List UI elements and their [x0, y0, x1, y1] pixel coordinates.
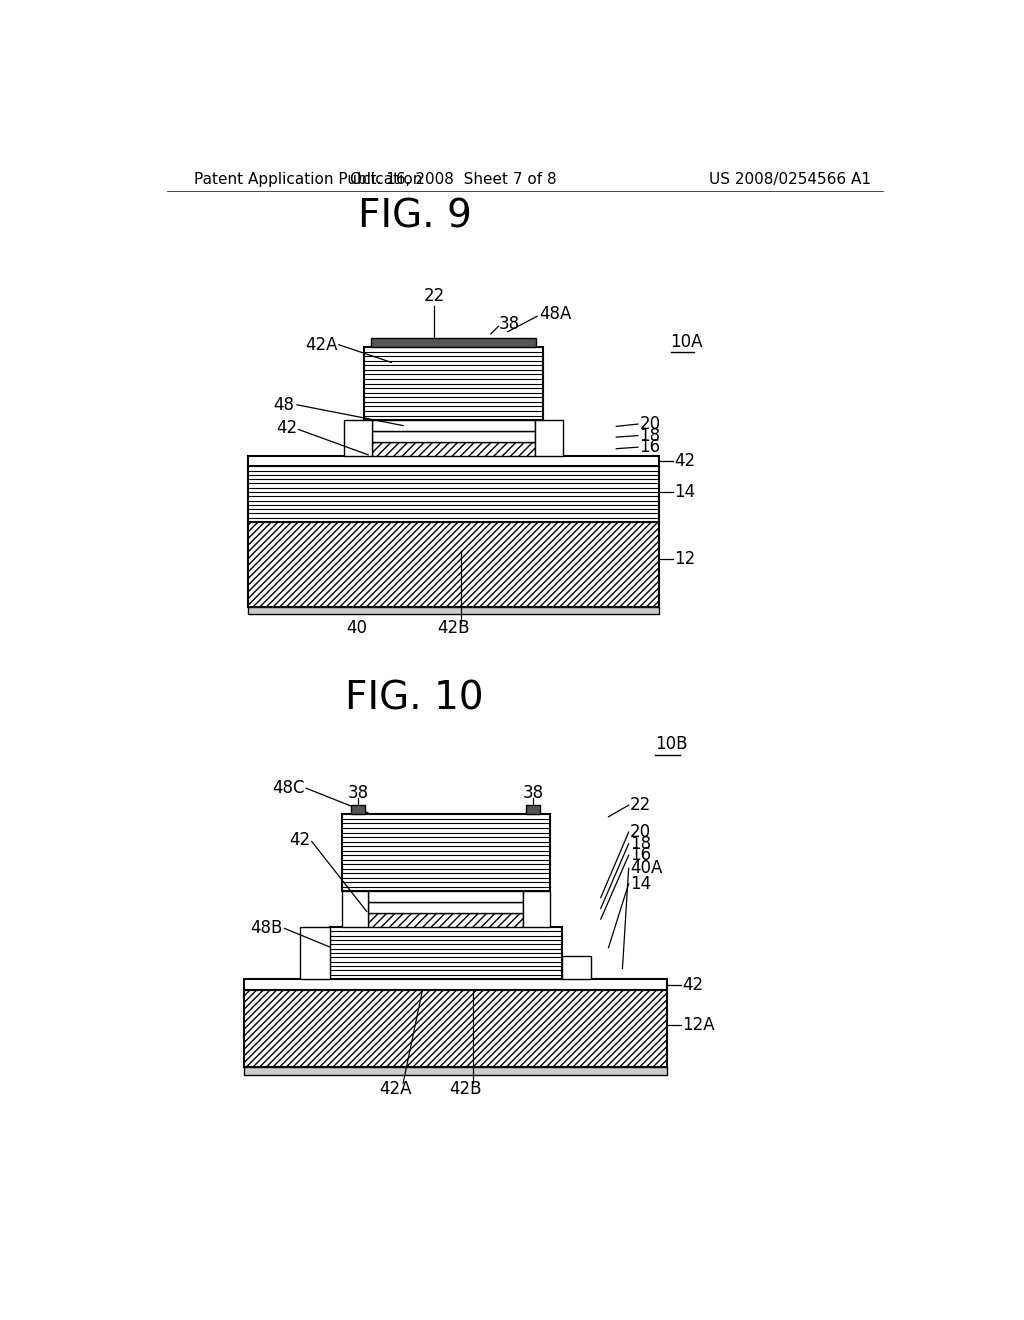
Text: 42A: 42A — [305, 335, 337, 354]
Text: 38: 38 — [523, 784, 544, 801]
Text: Patent Application Publication: Patent Application Publication — [194, 172, 422, 186]
Bar — [245, 979, 667, 990]
Bar — [342, 814, 550, 891]
Bar — [372, 430, 535, 442]
Bar — [372, 442, 535, 455]
Text: FIG. 9: FIG. 9 — [357, 197, 472, 235]
Text: 12: 12 — [675, 550, 695, 568]
Text: 10A: 10A — [671, 333, 703, 351]
Text: 48C: 48C — [272, 779, 305, 797]
Bar — [351, 805, 366, 814]
Bar — [300, 927, 330, 979]
Bar — [344, 420, 372, 455]
Text: 20: 20 — [640, 414, 660, 433]
Bar — [248, 455, 658, 466]
Bar — [526, 805, 541, 814]
Text: 40A: 40A — [630, 859, 663, 878]
Text: 48: 48 — [273, 396, 295, 413]
Bar — [369, 903, 523, 913]
Text: 10B: 10B — [655, 735, 687, 752]
Bar — [248, 521, 658, 607]
Bar — [369, 891, 523, 903]
Text: 16: 16 — [630, 846, 651, 865]
Text: 18: 18 — [640, 426, 660, 445]
Bar — [248, 466, 658, 521]
Bar — [523, 891, 550, 927]
Bar — [372, 420, 535, 430]
Text: US 2008/0254566 A1: US 2008/0254566 A1 — [710, 172, 871, 186]
Bar — [371, 338, 537, 347]
Text: 42A: 42A — [379, 1080, 412, 1097]
Text: 14: 14 — [630, 875, 651, 892]
Text: 22: 22 — [424, 286, 444, 305]
Text: Oct. 16, 2008  Sheet 7 of 8: Oct. 16, 2008 Sheet 7 of 8 — [350, 172, 557, 186]
Text: 16: 16 — [640, 438, 660, 457]
Bar — [562, 956, 592, 979]
Text: 14: 14 — [675, 483, 695, 500]
Text: 38: 38 — [347, 784, 369, 801]
Bar — [330, 927, 562, 979]
Text: 40: 40 — [346, 619, 368, 638]
Text: 42: 42 — [675, 451, 695, 470]
Bar — [248, 607, 658, 614]
Bar — [365, 347, 543, 420]
Text: 12A: 12A — [682, 1015, 715, 1034]
Text: 22: 22 — [630, 796, 651, 814]
Text: 48B: 48B — [251, 920, 283, 937]
Bar — [535, 420, 563, 455]
Text: 42: 42 — [289, 830, 310, 849]
Text: 20: 20 — [630, 824, 651, 841]
Text: 18: 18 — [630, 834, 651, 853]
Text: 38: 38 — [499, 315, 519, 333]
Text: 48A: 48A — [539, 305, 571, 323]
Text: 42: 42 — [275, 418, 297, 437]
Text: 42B: 42B — [437, 619, 470, 638]
Text: 42B: 42B — [449, 1080, 481, 1097]
Text: FIG. 10: FIG. 10 — [345, 680, 484, 718]
Bar — [369, 913, 523, 927]
Bar — [245, 1067, 667, 1074]
Bar — [245, 990, 667, 1067]
Text: 42: 42 — [682, 975, 703, 994]
Bar — [342, 891, 369, 927]
